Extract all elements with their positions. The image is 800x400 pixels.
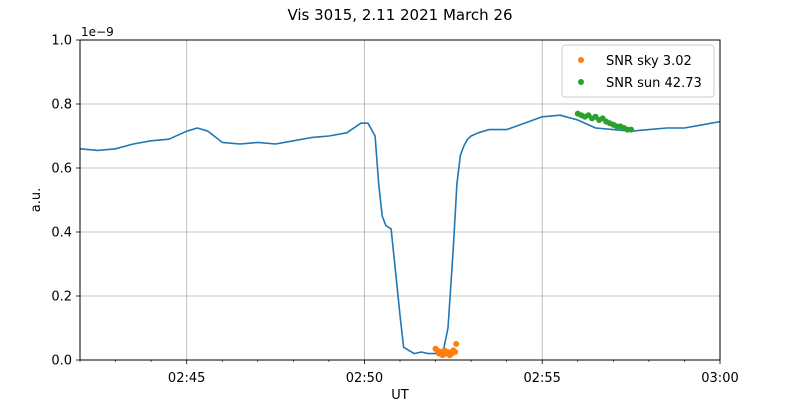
y-axis: 0.0 0.2 0.4 0.6 0.8 1.0 — [51, 34, 80, 369]
x-axis: 02:45 02:50 02:55 03:00 — [79, 360, 739, 386]
legend-marker — [578, 57, 584, 63]
legend-box — [561, 44, 715, 98]
y-tick-label: 0.6 — [51, 162, 72, 177]
chart-title: Vis 3015, 2.11 2021 March 26 — [287, 6, 512, 24]
y-tick-label: 0.2 — [51, 290, 72, 305]
x-tick-label: 02:55 — [523, 371, 560, 386]
y-offset-label: 1e−9 — [81, 25, 114, 39]
series-layer — [79, 110, 721, 359]
legend-label: SNR sky 3.02 — [606, 54, 692, 69]
scatter-point-1 — [453, 341, 460, 347]
legend: SNR sky 3.02 SNR sun 42.73 — [561, 44, 715, 98]
y-tick-label: 0.0 — [51, 354, 72, 369]
y-axis-label: a.u. — [29, 188, 44, 212]
legend-label: SNR sun 42.73 — [606, 76, 702, 91]
x-axis-label: UT — [391, 388, 409, 400]
y-tick-label: 0.4 — [51, 226, 72, 241]
y-tick-label: 1.0 — [51, 34, 72, 49]
series-line — [79, 114, 721, 355]
x-tick-label: 02:50 — [346, 371, 383, 386]
scatter-point-1 — [452, 349, 459, 355]
x-tick-label: 02:45 — [168, 371, 205, 386]
legend-marker — [578, 79, 584, 85]
y-tick-label: 0.8 — [51, 98, 72, 113]
scatter-point-2 — [628, 126, 635, 133]
x-tick-label: 03:00 — [701, 371, 738, 386]
